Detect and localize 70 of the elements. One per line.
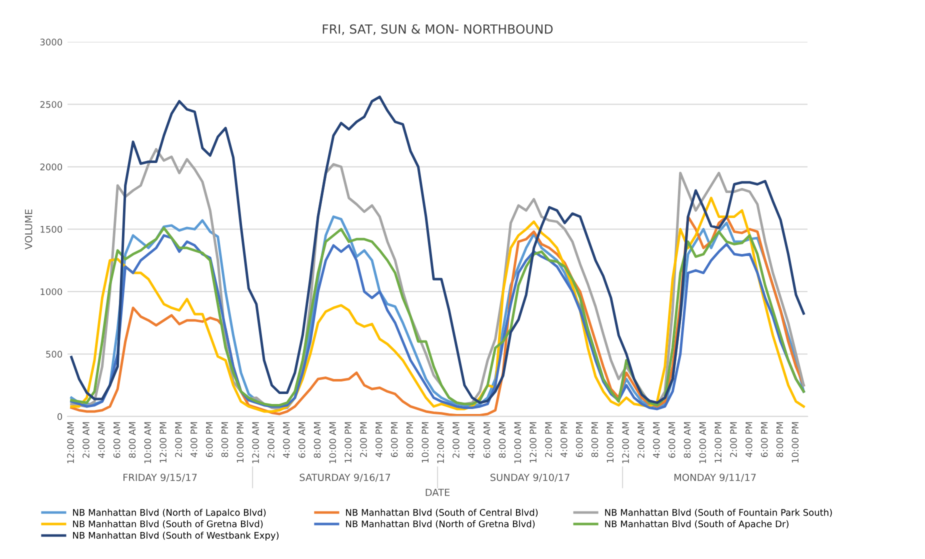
- legend-label: NB Manhattan Blvd (South of Westbank Expy): [73, 532, 279, 540]
- x-tick-label: 10:00 PM: [422, 422, 429, 462]
- text: SATURDAY 9/16/17: [300, 474, 390, 482]
- x-tick-label: 10:00 PM: [792, 422, 799, 462]
- x-tick-label: 6:00 AM: [668, 422, 676, 458]
- y-tick-label: 2000: [40, 164, 62, 170]
- x-tick-label: 2:00 PM: [730, 422, 737, 458]
- x-tick-label: 8:00 PM: [406, 422, 414, 458]
- y-tick-label: 2500: [40, 101, 62, 108]
- x-tick-label: 2:00 PM: [175, 422, 182, 458]
- chart-title: FRI, SAT, SUN & MON- NORTHBOUND: [322, 24, 553, 36]
- x-tick-label: 10:00 AM: [329, 422, 336, 464]
- x-tick-label: 10:00 AM: [514, 422, 522, 464]
- x-tick-label: 2:00 AM: [638, 422, 644, 458]
- text: SUNDAY 9/10/17: [490, 474, 570, 482]
- x-tick-label: 10:00 AM: [144, 422, 152, 464]
- x-tick-label: 8:00 AM: [684, 422, 691, 458]
- x-tick-label: 12:00 PM: [344, 422, 352, 462]
- x-tick-label: 12:00 AM: [437, 422, 444, 464]
- y-tick-label: 500: [46, 350, 62, 358]
- x-tick-label: 6:00 PM: [390, 422, 398, 458]
- x-tick-label: 8:00 PM: [591, 422, 598, 458]
- x-tick-label: 8:00 PM: [776, 422, 784, 458]
- legend-label: NB Manhattan Blvd (North of Lapalco Blvd): [73, 508, 266, 518]
- x-tick-label: 6:00 PM: [206, 422, 213, 458]
- x-tick-label: 4:00 AM: [283, 422, 290, 458]
- text: MONDAY 9/11/17: [674, 474, 756, 482]
- x-tick-label: 2:00 AM: [268, 422, 274, 458]
- y-axis-title: VOLUME: [24, 209, 32, 250]
- x-tick-label: 4:00 PM: [376, 422, 382, 458]
- x-tick-label: 4:00 AM: [98, 422, 105, 458]
- x-tick-label: 12:00 PM: [714, 422, 722, 462]
- x-tick-label: 4:00 PM: [560, 422, 568, 458]
- text: FRIDAY 9/15/17: [124, 474, 197, 482]
- x-tick-label: 4:00 PM: [746, 422, 752, 458]
- x-tick-label: 8:00 AM: [498, 422, 506, 458]
- line-series: [70, 96, 805, 404]
- x-tick-label: 6:00 AM: [298, 422, 306, 458]
- x-tick-label: 12:00 PM: [530, 422, 536, 462]
- legend-label: NB Manhattan Blvd (South of Apache Dr): [605, 520, 788, 530]
- x-tick-label: 10:00 PM: [606, 422, 614, 462]
- x-tick-label: 4:00 AM: [653, 422, 660, 458]
- x-tick-label: 4:00 PM: [190, 422, 198, 458]
- x-tick-label: 2:00 AM: [452, 422, 460, 458]
- x-tick-label: 6:00 AM: [483, 422, 490, 458]
- x-tick-label: 6:00 PM: [760, 422, 768, 458]
- legend-label: NB Manhattan Blvd (South of Central Blvd): [346, 508, 538, 517]
- x-tick-label: 6:00 PM: [576, 422, 583, 458]
- x-tick-label: 2:00 PM: [545, 422, 552, 458]
- x-tick-label: 10:00 PM: [236, 422, 244, 462]
- x-tick-label: 6:00 AM: [113, 422, 120, 458]
- legend-label: NB Manhattan Blvd (South of Gretna Blvd): [73, 520, 263, 528]
- x-tick-label: 8:00 PM: [221, 422, 228, 458]
- y-tick-label: 1500: [40, 226, 62, 233]
- y-tick-label: 0: [58, 413, 62, 420]
- x-tick-label: 2:00 PM: [360, 422, 367, 458]
- x-tick-label: 12:00 AM: [67, 422, 74, 464]
- x-tick-label: 8:00 AM: [128, 422, 136, 458]
- x-tick-label: 12:00 AM: [622, 422, 629, 464]
- x-tick-label: 8:00 AM: [314, 422, 321, 458]
- x-axis-title: DATE: [426, 488, 450, 496]
- y-tick-label: 1000: [40, 288, 62, 296]
- x-tick-label: 12:00 PM: [160, 422, 166, 462]
- y-tick-label: 3000: [40, 38, 62, 46]
- x-tick-label: 10:00 AM: [699, 422, 706, 464]
- x-tick-label: 4:00 AM: [468, 422, 475, 458]
- x-tick-label: 12:00 AM: [252, 422, 259, 464]
- legend-label: NB Manhattan Blvd (South of Fountain Park South): [605, 508, 832, 517]
- legend-label: NB Manhattan Blvd (North of Gretna Blvd): [346, 520, 535, 528]
- x-tick-label: 2:00 AM: [82, 422, 90, 458]
